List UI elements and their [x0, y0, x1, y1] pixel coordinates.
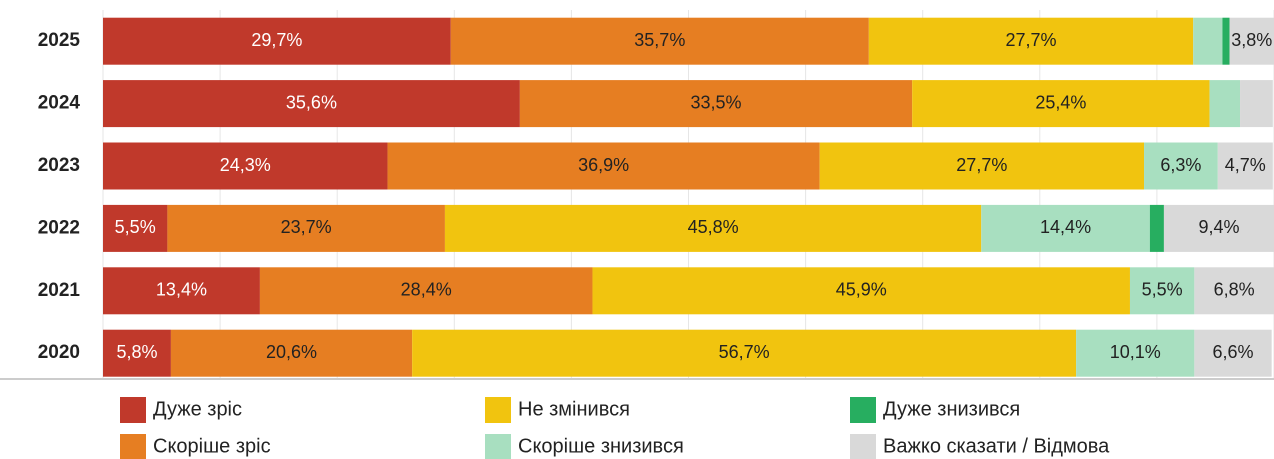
bar-segment: [981, 204, 1150, 252]
data-label: 6,3%: [1160, 155, 1201, 175]
bar-segment: [103, 204, 168, 252]
data-label: 10,1%: [1110, 342, 1161, 362]
bar-segment: [868, 17, 1194, 65]
bar-segment: [1217, 142, 1273, 190]
y-tick-label: 2025: [38, 30, 81, 51]
bar-segment: [387, 142, 820, 190]
legend-swatch: [850, 397, 876, 423]
bar-segment: [1144, 142, 1218, 190]
bar-segment: [103, 80, 520, 128]
bar-segment: [1209, 80, 1241, 128]
bar-segment: [1163, 204, 1274, 252]
bar-segment: [912, 80, 1210, 128]
legend-label: Дуже знизився: [883, 398, 1020, 420]
bar-segment: [103, 17, 451, 65]
data-label: 35,7%: [634, 30, 685, 50]
y-tick-label: 2022: [38, 217, 80, 238]
data-label: 5,5%: [1142, 280, 1183, 300]
bar-segment: [1194, 329, 1272, 377]
bar-segment: [103, 267, 260, 315]
y-tick-label: 2020: [38, 342, 80, 363]
bar-segment: [103, 142, 388, 190]
data-label: 45,8%: [688, 217, 739, 237]
legend-swatch: [120, 434, 146, 459]
data-label: 45,9%: [836, 280, 887, 300]
bar-segment: [1222, 17, 1230, 65]
data-label: 5,5%: [115, 217, 156, 237]
data-label: 6,6%: [1212, 342, 1253, 362]
legend-label: Дуже зріс: [153, 398, 242, 420]
bar-segment: [444, 204, 982, 252]
bar-segment: [1229, 17, 1274, 65]
y-tick-label: 2021: [38, 280, 81, 301]
data-label: 25,4%: [1035, 92, 1086, 112]
data-label: 13,4%: [156, 280, 207, 300]
legend-label: Не змінився: [518, 398, 630, 420]
bar-segment: [412, 329, 1077, 377]
bar-segment: [450, 17, 869, 65]
bar-segment: [1076, 329, 1195, 377]
data-label: 56,7%: [719, 342, 770, 362]
data-label: 24,3%: [220, 155, 271, 175]
data-label: 9,4%: [1198, 217, 1239, 237]
bar-segment: [819, 142, 1145, 190]
legend-swatch: [120, 397, 146, 423]
bar-segment: [1194, 267, 1274, 315]
bar-segment: [1193, 17, 1223, 65]
bar-segment: [592, 267, 1130, 315]
data-label: 14,4%: [1040, 217, 1091, 237]
legend-label: Важко сказати / Відмова: [883, 435, 1110, 457]
data-label: 36,9%: [578, 155, 629, 175]
y-tick-label: 2024: [38, 93, 81, 114]
bar-segment: [1129, 267, 1195, 315]
bar-segment: [1149, 204, 1164, 252]
data-label: 5,8%: [116, 342, 157, 362]
bar-segment: [167, 204, 445, 252]
data-label: 6,8%: [1214, 280, 1255, 300]
data-label: 4,7%: [1225, 155, 1266, 175]
data-label: 35,6%: [286, 92, 337, 112]
data-label: 28,4%: [401, 280, 452, 300]
data-label: 3,8%: [1231, 30, 1272, 50]
legend-swatch: [485, 397, 511, 423]
bar-segment: [519, 80, 913, 128]
data-label: 27,7%: [956, 155, 1007, 175]
legend-label: Скоріше зріс: [153, 435, 271, 457]
legend-swatch: [485, 434, 511, 459]
y-tick-label: 2023: [38, 155, 80, 176]
legend-swatch: [850, 434, 876, 459]
data-label: 29,7%: [251, 30, 302, 50]
bar-segment: [170, 329, 413, 377]
bar-segment: [103, 329, 171, 377]
bar-segment: [259, 267, 593, 315]
legend-label: Скоріше знизився: [518, 435, 684, 457]
data-label: 23,7%: [281, 217, 332, 237]
data-label: 27,7%: [1005, 30, 1056, 50]
bar-segment: [1240, 80, 1273, 128]
data-label: 20,6%: [266, 342, 317, 362]
data-label: 33,5%: [690, 92, 741, 112]
